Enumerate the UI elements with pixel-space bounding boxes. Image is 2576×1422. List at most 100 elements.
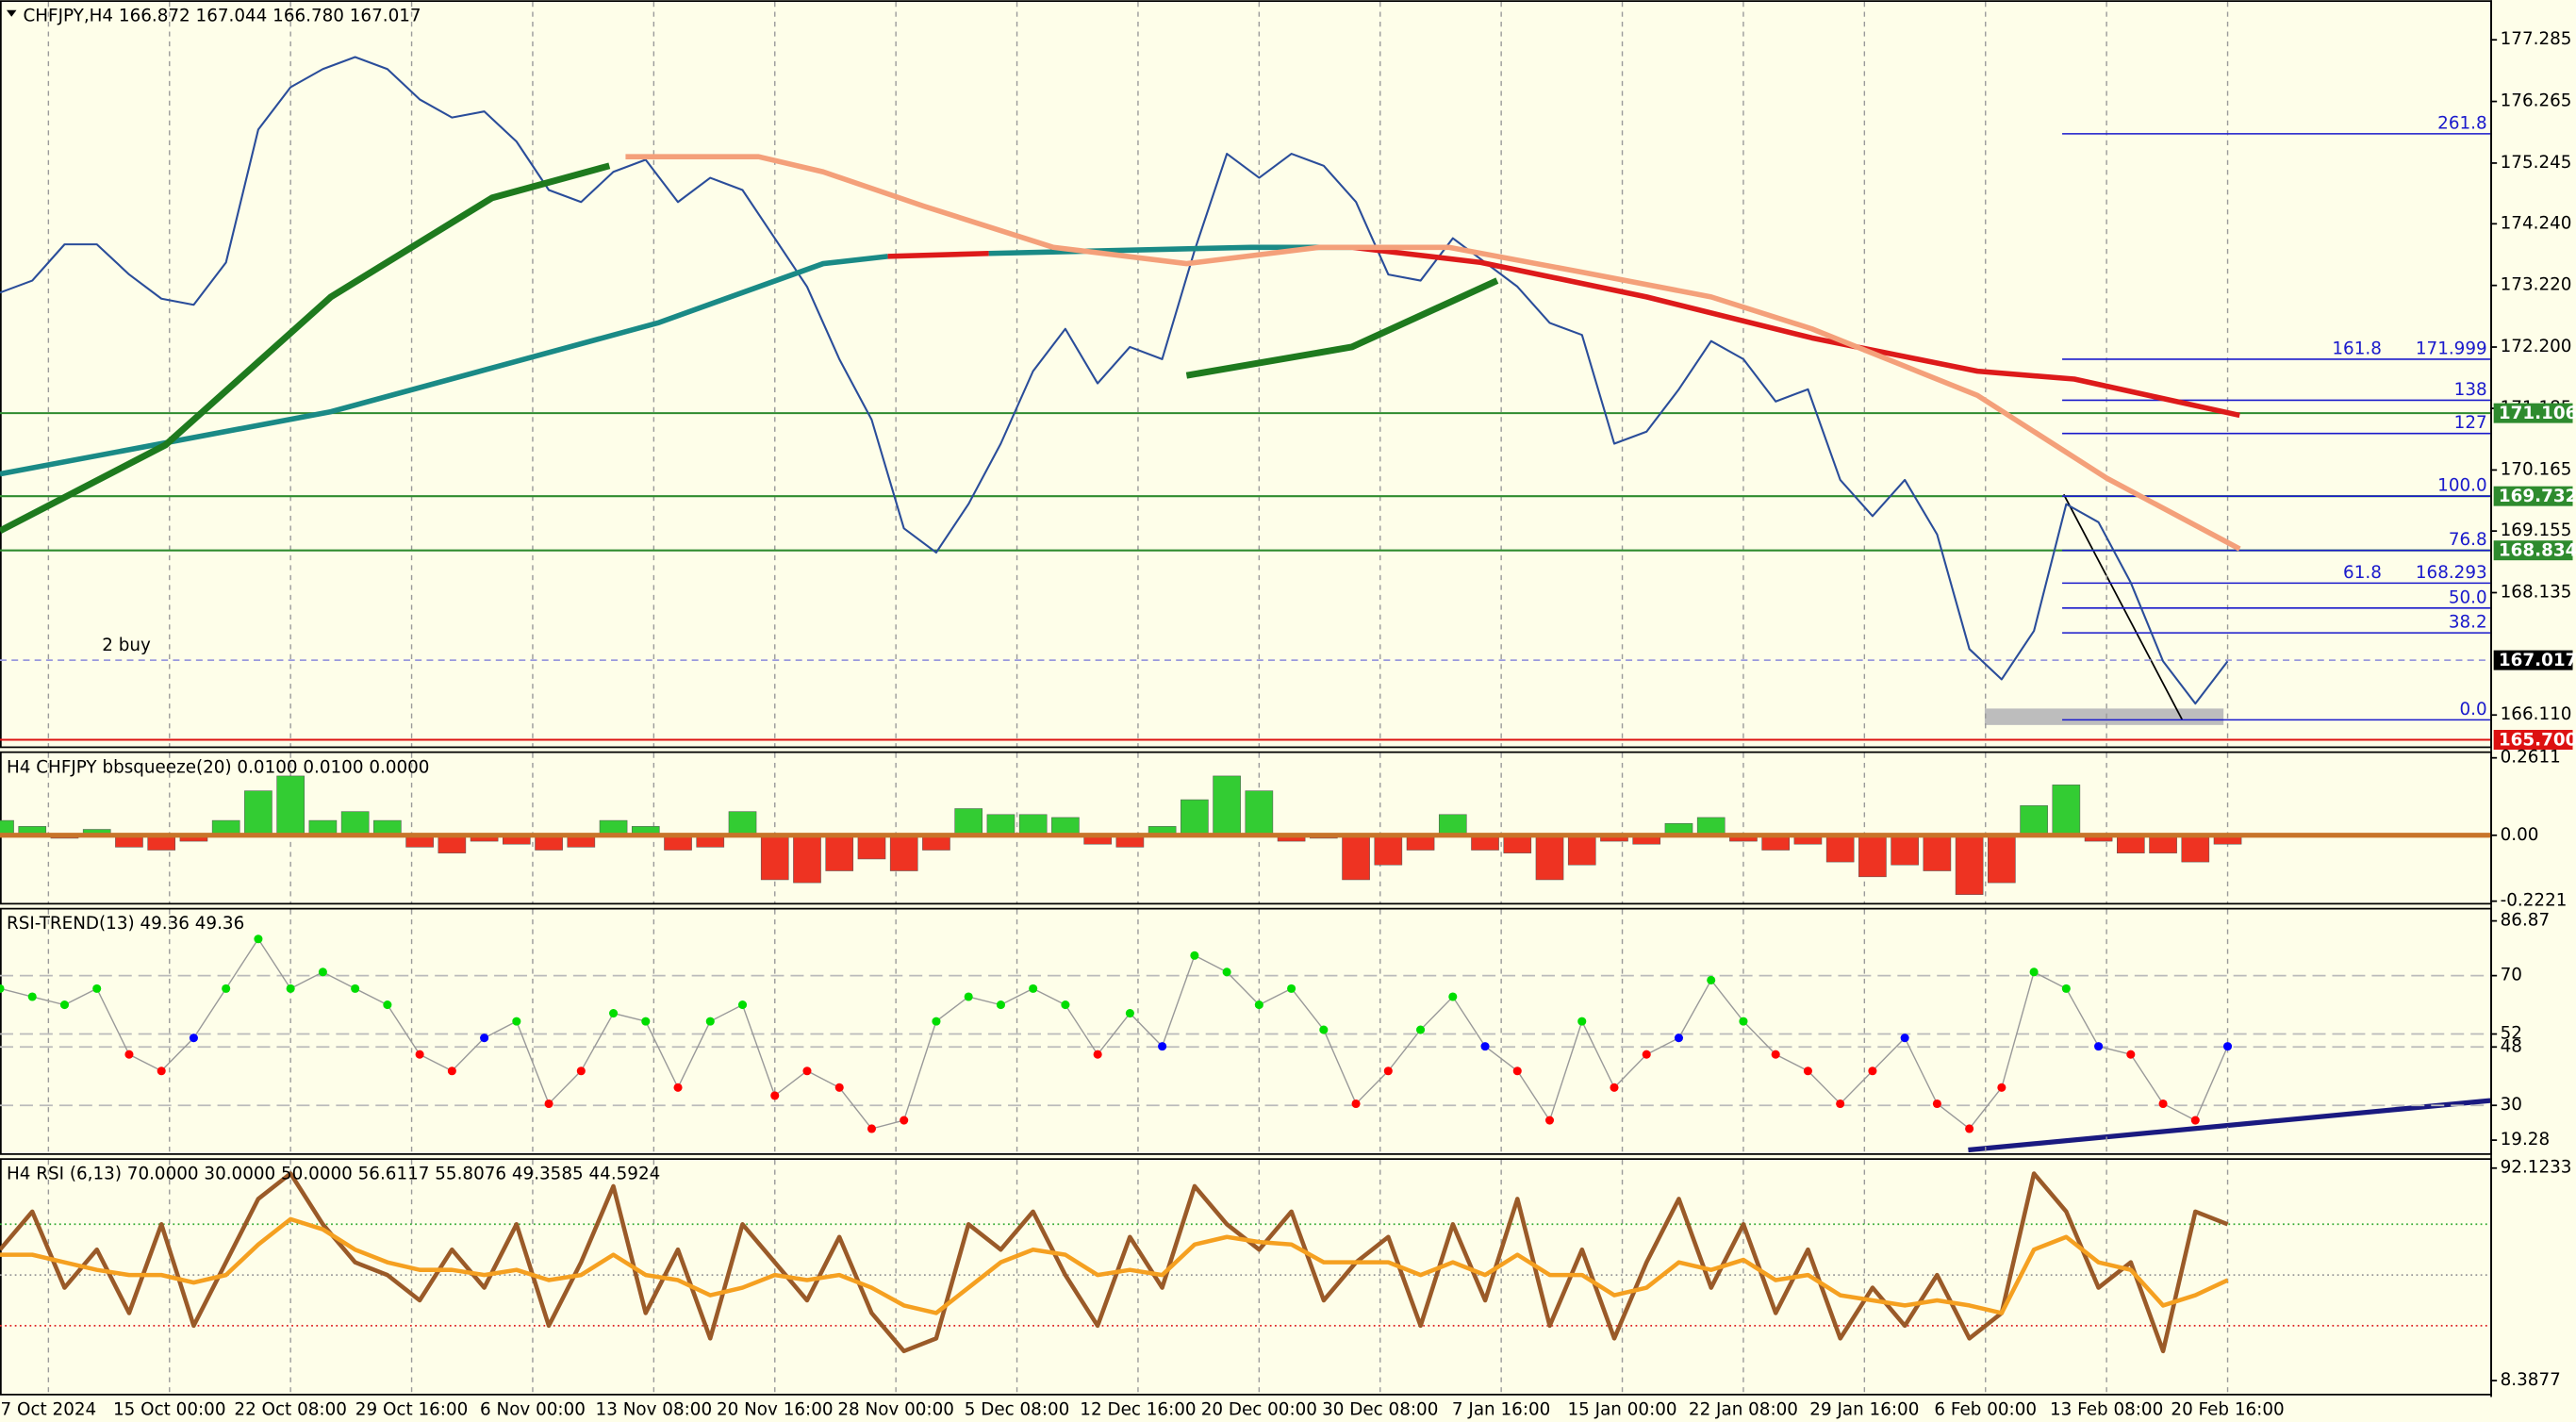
rsi-trend-dot: [351, 984, 360, 993]
histogram-bar: [1891, 835, 1919, 866]
fibo-label: 0.0: [2460, 700, 2487, 719]
panel-title: H4 CHFJPY bbsqueeze(20) 0.0100 0.0100 0.…: [7, 757, 429, 777]
histogram-bar: [1438, 814, 1467, 836]
x-tick-label: 15 Jan 00:00: [1568, 1400, 1677, 1420]
y-tick-label: 19.28: [2501, 1130, 2550, 1149]
current-price-box: [2493, 650, 2573, 670]
histogram-bar: [2149, 835, 2177, 853]
x-tick-label: 22 Jan 08:00: [1689, 1400, 1798, 1420]
rsi-trend-dot: [1642, 1050, 1651, 1059]
histogram-bar: [2052, 785, 2081, 836]
x-tick-label: 30 Dec 08:00: [1322, 1400, 1438, 1420]
y-tick-label: 169.155: [2501, 521, 2572, 540]
rsi-trend-dot: [1125, 1008, 1134, 1018]
x-tick-label: 13 Nov 08:00: [596, 1400, 713, 1420]
rsi-trend-dot: [383, 1000, 392, 1010]
range-box: [1984, 708, 2224, 725]
x-tick-label: 6 Nov 00:00: [480, 1400, 586, 1420]
y-tick-label: 174.240: [2501, 213, 2572, 233]
rsi-trend-dot: [318, 967, 327, 977]
rsi-trend-dot: [867, 1124, 877, 1133]
x-tick-label: 29 Oct 16:00: [355, 1400, 468, 1420]
histogram-bar: [1696, 817, 1726, 836]
histogram-bar: [1503, 835, 1532, 853]
rsi-trend-dot: [512, 1017, 521, 1026]
x-tick-label: 22 Oct 08:00: [234, 1400, 346, 1420]
x-tick-label: 13 Feb 08:00: [2050, 1400, 2163, 1420]
x-tick-label: 5 Dec 08:00: [965, 1400, 1070, 1420]
histogram-bar: [2117, 835, 2145, 853]
fibo-price: 168.293: [2416, 563, 2487, 583]
histogram-bar: [2020, 805, 2048, 836]
panel-title: H4 RSI (6,13) 70.0000 30.0000 50.0000 56…: [7, 1165, 660, 1184]
histogram-bar: [793, 835, 821, 884]
histogram-bar: [1374, 835, 1403, 866]
histogram-bar: [0, 819, 14, 836]
rsi-trend-dot: [1868, 1066, 1877, 1076]
fibo-label: 161.8: [2332, 339, 2381, 358]
y-tick-label: 168.135: [2501, 582, 2572, 602]
rsi-trend-dot: [1707, 975, 1716, 984]
rsi-trend-dot: [576, 1066, 586, 1076]
x-tick-label: 28 Nov 00:00: [837, 1400, 954, 1420]
fibo-label: 50.0: [2449, 587, 2487, 607]
histogram-bar: [276, 775, 305, 836]
histogram-bar: [986, 814, 1016, 836]
histogram-bar: [728, 811, 757, 836]
histogram-bar: [1923, 835, 1952, 871]
y-tick-label: 92.1233: [2501, 1158, 2572, 1178]
rsi-trend-dot: [189, 1033, 198, 1043]
rsi-trend-dot: [609, 1008, 619, 1018]
current-price-label: 167.017: [2499, 651, 2576, 670]
rsi-trend-dot: [1287, 984, 1296, 993]
rsi-trend-dot: [1965, 1124, 1974, 1133]
rsi-trend-dot: [1544, 1116, 1555, 1125]
y-tick-label: 172.200: [2501, 337, 2572, 356]
y-tick-label: 0.00: [2501, 825, 2539, 845]
rsi-trend-dot: [1351, 1099, 1361, 1109]
histogram-bar: [825, 835, 854, 871]
stop-box: [2493, 730, 2573, 750]
histogram-bar: [340, 811, 370, 836]
rsi-trend-dot: [770, 1091, 780, 1100]
histogram-bar: [857, 835, 886, 860]
rsi-trend-dot: [1093, 1050, 1102, 1059]
rsi-trend-dot: [641, 1017, 651, 1026]
rsi-trend-dot: [1610, 1083, 1619, 1092]
rsi-trend-dot: [737, 1000, 748, 1010]
panel-title: CHFJPY,H4 166.872 167.044 166.780 167.01…: [23, 7, 421, 26]
rsi-trend-dot: [286, 984, 295, 993]
rsi-trend-dot: [415, 1050, 424, 1059]
x-tick-label: 20 Dec 00:00: [1201, 1400, 1317, 1420]
menu-triangle: [6, 9, 17, 17]
rsi-trend-dot: [27, 992, 37, 1001]
fibo-price: 171.999: [2416, 339, 2487, 358]
x-tick-label: 12 Dec 16:00: [1080, 1400, 1196, 1420]
price-box-label: 169.732: [2499, 487, 2576, 506]
y-tick-label: 170.165: [2501, 459, 2572, 479]
x-tick-label: 7 Oct 2024: [1, 1400, 97, 1420]
rsi-trend-dot: [1480, 1042, 1490, 1051]
histogram-bar: [889, 835, 918, 871]
rsi-trend-dot: [1061, 1000, 1070, 1010]
rsi-trend-dot: [2126, 1050, 2136, 1059]
trend-line: [1968, 1098, 2491, 1153]
y-tick-label: 177.285: [2501, 29, 2572, 49]
rsi-trend-dot: [1836, 1099, 1845, 1109]
fibo-label: 100.0: [2437, 476, 2486, 496]
rsi-trend-dot: [2158, 1099, 2168, 1109]
rsi-trend-dot: [932, 1017, 941, 1026]
stop-label: 165.700: [2499, 730, 2576, 750]
rsi-trend-dot: [0, 984, 5, 993]
rsi-trend-dot: [1319, 1025, 1329, 1034]
rsi-trend-dot: [59, 1000, 70, 1010]
histogram-bar: [2181, 835, 2210, 863]
rsi-trend-dot: [2029, 967, 2039, 977]
moving-average: [0, 162, 1499, 535]
histogram-bar: [1858, 835, 1887, 878]
y-tick-label: 48: [2501, 1036, 2522, 1056]
rsi-trend-dot: [544, 1099, 553, 1109]
y-tick-label: 70: [2501, 966, 2522, 985]
